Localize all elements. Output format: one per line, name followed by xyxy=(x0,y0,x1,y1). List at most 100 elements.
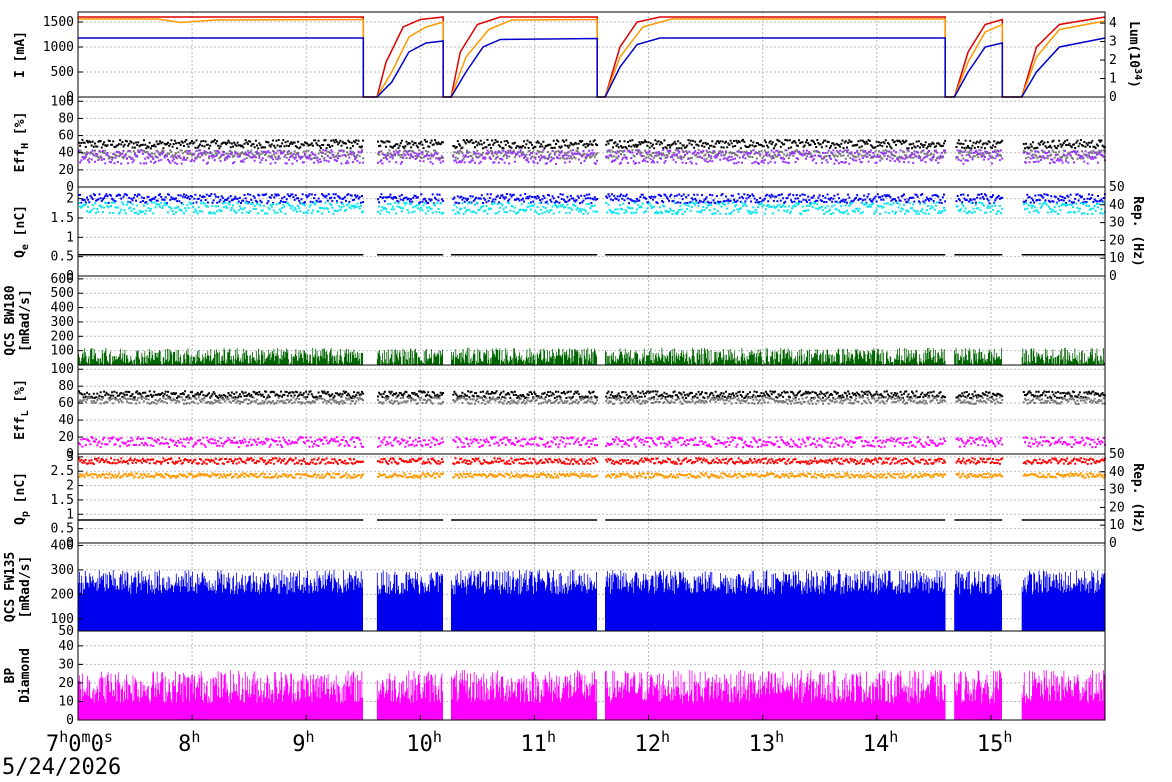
tick-label-left: 20 xyxy=(58,430,74,445)
x-tick-hour-unit: h xyxy=(775,728,784,746)
x-tick-second: 0 xyxy=(91,732,104,757)
tick-label-left: 40 xyxy=(58,639,74,654)
x-tick-label: 7h0m0s xyxy=(46,728,113,757)
tick-label-left: 1 xyxy=(66,507,74,522)
x-tick-label: 10h xyxy=(406,728,442,757)
tick-label-left: 400 xyxy=(51,538,74,553)
x-tick-hour: 10 xyxy=(406,732,433,757)
series-group xyxy=(77,670,1105,720)
tick-label-left: 100 xyxy=(51,344,74,359)
x-tick-hour-unit: h xyxy=(305,728,314,746)
tick-label-left: 40 xyxy=(58,146,74,161)
tick-label-right: 40 xyxy=(1109,198,1125,213)
tick-label-left: 100 xyxy=(51,362,74,377)
y-label-sub: e xyxy=(20,244,31,250)
x-tick-label: 13h xyxy=(749,728,785,757)
panel-frame xyxy=(77,453,1106,544)
series-0 xyxy=(78,193,1106,205)
tick-label-left: 80 xyxy=(58,111,74,126)
tick-label-left: 40 xyxy=(58,413,74,428)
tick-label-right: 0 xyxy=(1109,536,1117,551)
tick-label-right: 30 xyxy=(1109,216,1125,231)
x-tick-label: 14h xyxy=(863,728,899,757)
tick-label-right: 0 xyxy=(1109,269,1117,284)
x-tick-second-unit: s xyxy=(104,728,113,746)
series-0 xyxy=(77,670,1105,720)
x-tick-hour: 8 xyxy=(178,732,191,757)
y-label-base: Eff xyxy=(13,149,28,172)
series-2 xyxy=(78,436,1106,449)
y-axis-label: EffL [%] xyxy=(13,379,31,440)
tick-label-left: 2 xyxy=(66,479,74,494)
y-axis-label-right: Rep. (Hz) xyxy=(1130,196,1145,266)
x-tick-hour: 7 xyxy=(46,732,59,757)
y-label-base: Eff xyxy=(13,416,28,439)
x-tick-hour: 11 xyxy=(520,732,547,757)
tick-label-right: 3 xyxy=(1109,35,1117,50)
y-axis-label-right: Lum(1034) xyxy=(1126,21,1143,88)
tick-label-left: 500 xyxy=(51,286,74,301)
tick-label-right: 10 xyxy=(1109,251,1125,266)
series-1 xyxy=(78,472,1106,479)
tick-label-left: 80 xyxy=(58,379,74,394)
series-0 xyxy=(77,569,1105,631)
tick-label-left: 2 xyxy=(66,192,74,207)
tick-label-left: 0 xyxy=(66,269,74,284)
series-group xyxy=(78,457,1106,521)
tick-label-left: 100 xyxy=(51,94,74,109)
y-label-base: Q xyxy=(13,250,28,258)
panel-diamond: 0 10 20 30 40 BP Diamond xyxy=(3,630,1106,728)
x-tick-hour: 13 xyxy=(749,732,776,757)
series-0 xyxy=(78,138,1106,150)
series-group xyxy=(78,138,1106,165)
tick-label-left: 1 xyxy=(66,230,74,245)
panel-effh: 0 20 40 60 80 100 EffH [%] xyxy=(13,94,1106,195)
tick-label-left: 0 xyxy=(66,447,74,462)
tick-label-left: 10 xyxy=(58,694,74,709)
tick-label-right: 20 xyxy=(1109,500,1125,515)
y-label-end: [%] xyxy=(13,112,28,143)
tick-label-right: 50 xyxy=(1109,447,1125,462)
panel-frame xyxy=(77,630,1106,721)
series-2 xyxy=(78,149,1106,165)
tick-label-left: 200 xyxy=(51,587,74,602)
tick-label-left: 300 xyxy=(51,563,74,578)
x-tick-hour-unit: h xyxy=(547,728,556,746)
tick-label-left: 0 xyxy=(66,90,74,105)
x-tick-hour: 14 xyxy=(863,732,890,757)
x-tick-minute-unit: m xyxy=(82,728,91,746)
x-tick-hour-unit: h xyxy=(433,728,442,746)
y-label-right-sup: 34 xyxy=(1132,68,1143,80)
y-axis-label: Qe [nC] xyxy=(13,205,31,258)
y-label-end: [nC] xyxy=(13,472,28,511)
y-axis-label: Qp [nC] xyxy=(13,472,31,525)
tick-label-left: 0 xyxy=(66,180,74,195)
x-tick-hour-unit: h xyxy=(661,728,670,746)
tick-label-right: 30 xyxy=(1109,483,1125,498)
x-tick-label: 9h xyxy=(292,728,314,757)
tick-label-left: 3 xyxy=(66,450,74,465)
tick-label-left: 1500 xyxy=(43,15,74,30)
tick-label-right: 10 xyxy=(1109,518,1125,533)
y-axis-label-2: [mRad/s] xyxy=(18,289,33,352)
tick-label-left: 50 xyxy=(58,624,74,639)
y-label-end: [nC] xyxy=(13,205,28,244)
tick-label-left: 500 xyxy=(51,65,74,80)
y-label-sub: L xyxy=(20,410,31,416)
tick-label-left: 0.5 xyxy=(51,250,74,265)
series-line xyxy=(78,18,1106,98)
x-tick-hour-unit: h xyxy=(59,728,68,746)
x-tick-label: 8h xyxy=(178,728,200,757)
x-tick-label: 11h xyxy=(520,728,556,757)
series-1 xyxy=(78,201,1106,216)
y-axis-label: I [mA] xyxy=(13,31,28,78)
series-line xyxy=(78,16,1106,98)
panel-effl: 0 20 40 60 80 100 EffL [%] xyxy=(13,362,1106,462)
tick-label-right: 4 xyxy=(1109,16,1117,31)
y-label-sub: H xyxy=(20,143,31,149)
y-label-right-end: ) xyxy=(1126,80,1141,88)
